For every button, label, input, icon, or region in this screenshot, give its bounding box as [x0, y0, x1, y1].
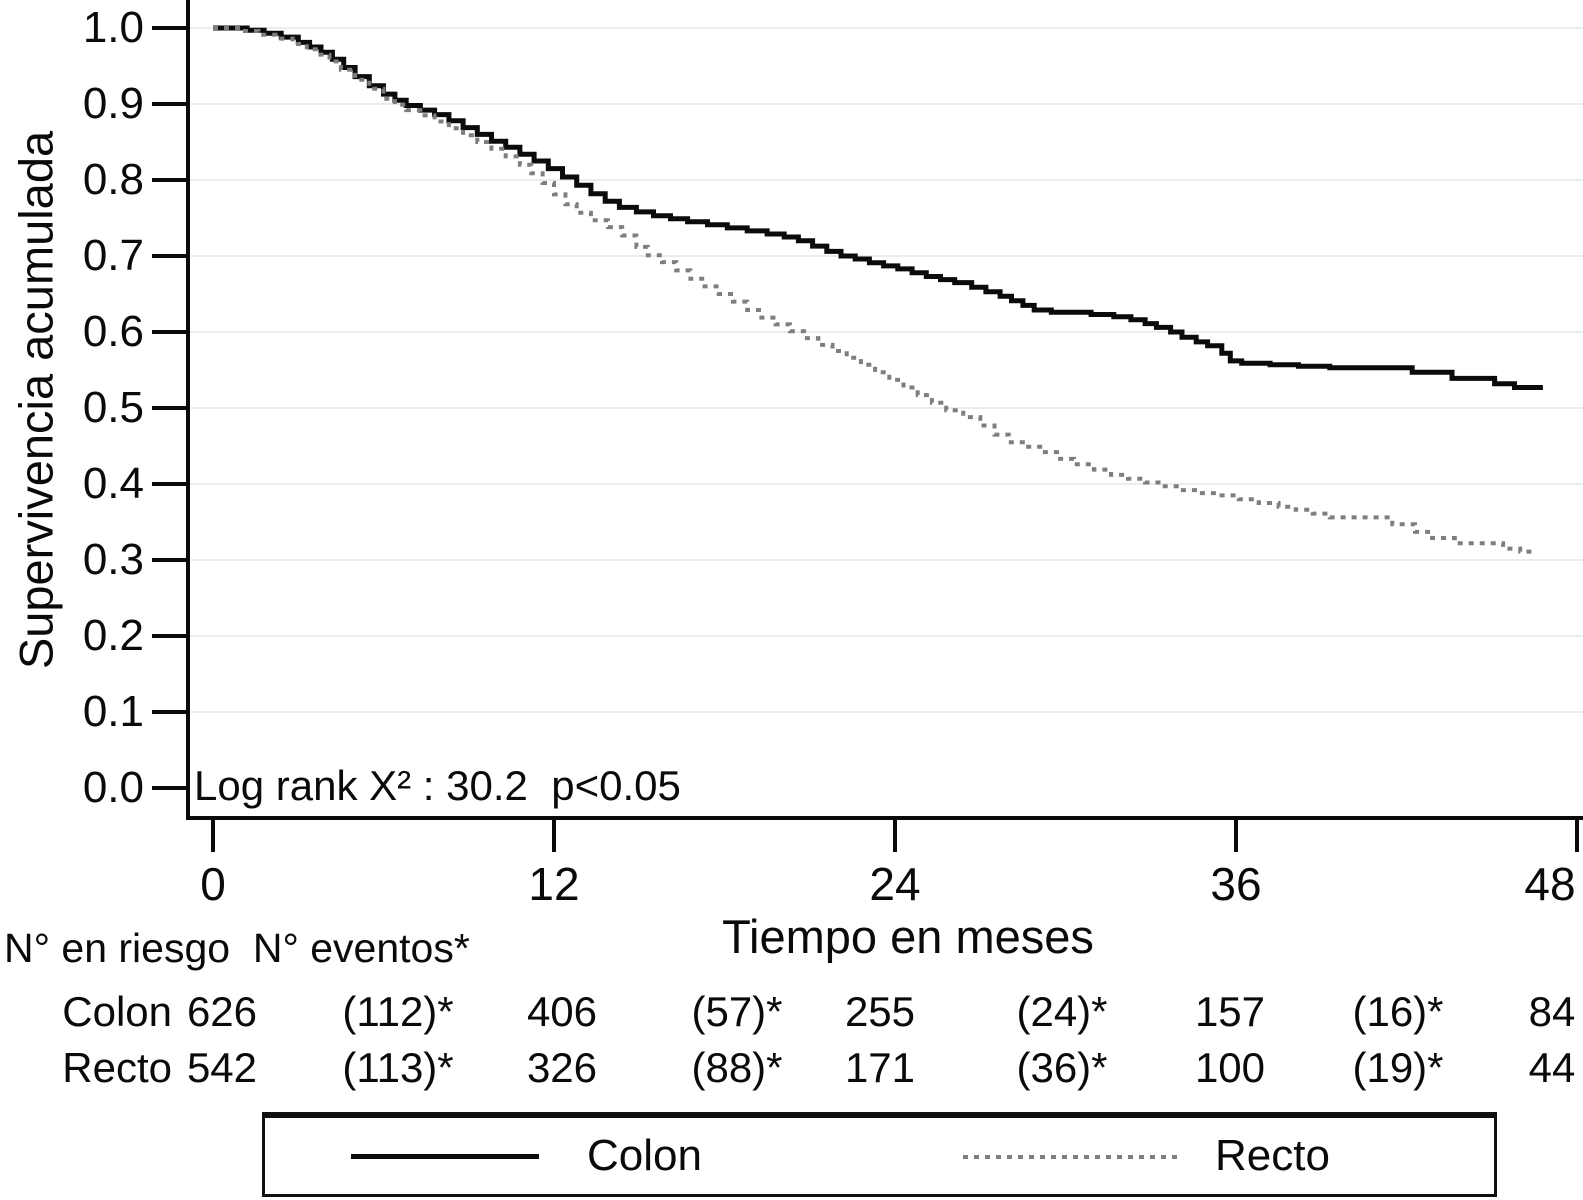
- risk-cell: (113)*: [342, 1044, 454, 1091]
- legend-colon-label: Colon: [587, 1131, 702, 1180]
- legend-recto-label: Recto: [1215, 1131, 1330, 1180]
- risk-cell: 100: [1194, 1044, 1266, 1091]
- risk-row-label-recto: Recto: [62, 1044, 172, 1091]
- y-tick-label: 0.4: [82, 459, 144, 508]
- risk-cell: (112)*: [342, 988, 454, 1035]
- risk-row-label-colon: Colon: [62, 988, 172, 1035]
- x-axis-title: Tiempo en meses: [722, 910, 1094, 963]
- y-tick-label: 0.2: [82, 611, 144, 660]
- risk-cell: 44: [1528, 1044, 1576, 1091]
- curve-colon: [213, 25, 1543, 390]
- y-tick-label: 0.9: [82, 79, 144, 128]
- x-tick-label: 36: [1210, 858, 1262, 910]
- risk-cell: 84: [1528, 988, 1576, 1035]
- x-tick-label: 48: [1524, 858, 1576, 910]
- x-tick-label: 24: [869, 858, 921, 910]
- legend: Colon Recto: [262, 1112, 1497, 1197]
- risk-cell: (88)*: [691, 1044, 783, 1091]
- logrank-annotation: Log rank X² : 30.2 p<0.05: [194, 762, 681, 809]
- risk-cell: (19)*: [1352, 1044, 1444, 1091]
- risk-cell: (36)*: [1016, 1044, 1108, 1091]
- y-tick-label: 1.0: [82, 3, 144, 52]
- risk-table-header: N° en riesgo N° eventos*: [4, 925, 470, 971]
- x-tick-label: 0: [200, 858, 226, 910]
- risk-cell: 542: [186, 1044, 258, 1091]
- y-tick-label: 0.6: [82, 307, 144, 356]
- y-tick-label: 0.0: [82, 763, 144, 812]
- x-tick-label: 12: [528, 858, 580, 910]
- risk-cell: 626: [186, 988, 258, 1035]
- risk-cell: 171: [844, 1044, 916, 1091]
- risk-cell: 157: [1194, 988, 1266, 1035]
- curve-recto: [213, 26, 1538, 554]
- legend-colon-line-sample: [351, 1154, 539, 1159]
- legend-recto-line-sample: [963, 1155, 1178, 1159]
- risk-cell: (57)*: [691, 988, 783, 1035]
- risk-cell: 406: [526, 988, 598, 1035]
- y-tick-label: 0.8: [82, 155, 144, 204]
- risk-cell: (16)*: [1352, 988, 1444, 1035]
- risk-cell: 255: [844, 988, 916, 1035]
- risk-cell: (24)*: [1016, 988, 1108, 1035]
- risk-cell: 326: [526, 1044, 598, 1091]
- y-tick-label: 0.7: [82, 231, 144, 280]
- y-tick-label: 0.1: [82, 687, 144, 736]
- y-tick-label: 0.3: [82, 535, 144, 584]
- y-tick-label: 0.5: [82, 383, 144, 432]
- survival-plot-canvas: [152, 0, 1583, 852]
